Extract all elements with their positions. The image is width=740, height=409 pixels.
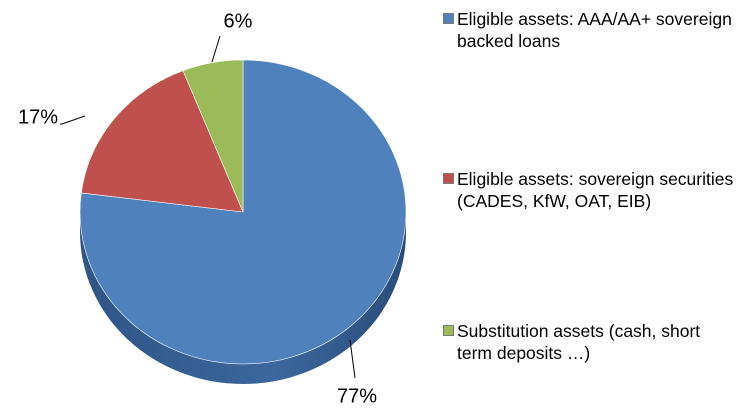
legend-item: Eligible assets: AAA/AA+ sovereign backe… [443,8,738,52]
data-label: 17% [18,106,58,128]
pie-slice [80,70,244,213]
legend-swatch [443,325,454,336]
data-label: 77% [337,385,377,407]
leader-line [349,339,356,379]
legend-swatch [443,173,454,184]
legend-label: Eligible assets: sovereign securities (C… [457,169,734,211]
leader-line [211,35,221,63]
leader-line [60,115,86,125]
legend-swatch [443,13,454,24]
data-label: 6% [224,10,253,32]
legend-item: Substitution assets (cash, short term de… [443,320,738,364]
pie-slice [182,59,244,213]
legend-item: Eligible assets: sovereign securities (C… [443,168,738,212]
legend-label: Eligible assets: AAA/AA+ sovereign backe… [457,9,732,51]
chart: 77% 17% 6% [18,10,407,407]
pie-slice [79,59,407,365]
legend-label: Substitution assets (cash, short term de… [457,321,701,363]
